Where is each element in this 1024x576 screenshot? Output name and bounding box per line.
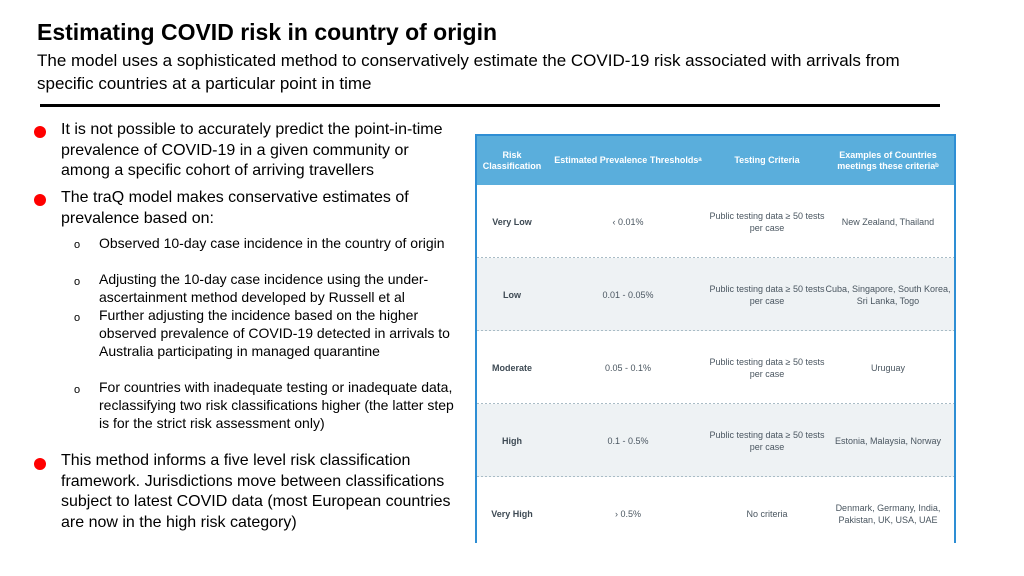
testing-criteria-cell: Public testing data ≥ 50 tests per case	[709, 283, 825, 306]
prevalence-cell: 0.05 - 0.1%	[604, 362, 652, 373]
row-divider	[477, 476, 954, 477]
table-row: Very Low ‹ 0.01% Public testing data ≥ 5…	[477, 185, 954, 258]
table-row: Low 0.01 - 0.05% Public testing data ≥ 5…	[477, 258, 954, 331]
row-divider	[477, 403, 954, 404]
risk-level-cell: Very High	[491, 508, 533, 519]
sub-bullet-item: For countries with inadequate testing or…	[99, 379, 454, 431]
sub-bullet-item: Further adjusting the incidence based on…	[99, 307, 450, 359]
title-divider	[40, 104, 940, 107]
page-title: Estimating COVID risk in country of orig…	[37, 19, 498, 45]
testing-criteria-cell: No criteria	[746, 508, 788, 519]
prevalence-cell: 0.1 - 0.5%	[607, 435, 649, 446]
bullet-dot-icon	[34, 458, 46, 470]
bullet-item: The traQ model makes conservative estima…	[61, 189, 409, 227]
sub-bullet-marker-icon: o	[74, 384, 81, 396]
sub-bullet-marker-icon: o	[74, 276, 81, 288]
table-header-cell: Risk Classification	[482, 149, 542, 171]
risk-level-cell: Very Low	[492, 216, 532, 227]
countries-cell: Uruguay	[870, 362, 906, 373]
prevalence-cell: ‹ 0.01%	[612, 216, 644, 227]
countries-cell: Denmark, Germany, India, Pakistan, UK, U…	[835, 502, 941, 525]
table-row: High 0.1 - 0.5% Public testing data ≥ 50…	[477, 404, 954, 477]
sub-bullet-item: Adjusting the 10-day case incidence usin…	[99, 271, 429, 305]
countries-cell: Estonia, Malaysia, Norway	[834, 435, 942, 446]
testing-criteria-cell: Public testing data ≥ 50 tests per case	[709, 210, 825, 233]
table-header-cell: Estimated Prevalence Thresholdsᵃ	[554, 155, 702, 165]
risk-classification-table: Risk Classification Estimated Prevalence…	[475, 134, 956, 550]
prevalence-cell: 0.01 - 0.05%	[602, 289, 654, 300]
table-header-row: Risk Classification Estimated Prevalence…	[477, 136, 954, 185]
risk-level-cell: High	[502, 435, 522, 446]
table-header-cell: Testing Criteria	[734, 155, 800, 165]
table-header-cell: Examples of Countries meetings these cri…	[837, 149, 939, 171]
page-subtitle: The model uses a sophisticated method to…	[37, 51, 900, 93]
risk-level-cell: Low	[503, 289, 521, 300]
countries-cell: New Zealand, Thailand	[841, 216, 935, 227]
sub-bullet-marker-icon: o	[74, 312, 81, 324]
table-row: Very High › 0.5% No criteria Denmark, Ge…	[477, 477, 954, 550]
row-divider	[477, 330, 954, 331]
bullet-item: This method informs a five level risk cl…	[61, 452, 451, 531]
countries-cell: Cuba, Singapore, South Korea, Sri Lanka,…	[825, 283, 951, 306]
testing-criteria-cell: Public testing data ≥ 50 tests per case	[709, 356, 825, 379]
sub-bullet-marker-icon: o	[74, 239, 81, 251]
bullet-dot-icon	[34, 194, 46, 206]
risk-level-cell: Moderate	[491, 362, 532, 373]
sub-bullet-item: Observed 10-day case incidence in the co…	[99, 235, 445, 251]
bullet-item: It is not possible to accurately predict…	[61, 121, 443, 179]
testing-criteria-cell: Public testing data ≥ 50 tests per case	[709, 429, 825, 452]
bullet-dot-icon	[34, 126, 46, 138]
row-divider	[477, 257, 954, 258]
table-row: Moderate 0.05 - 0.1% Public testing data…	[477, 331, 954, 404]
prevalence-cell: › 0.5%	[614, 508, 641, 519]
